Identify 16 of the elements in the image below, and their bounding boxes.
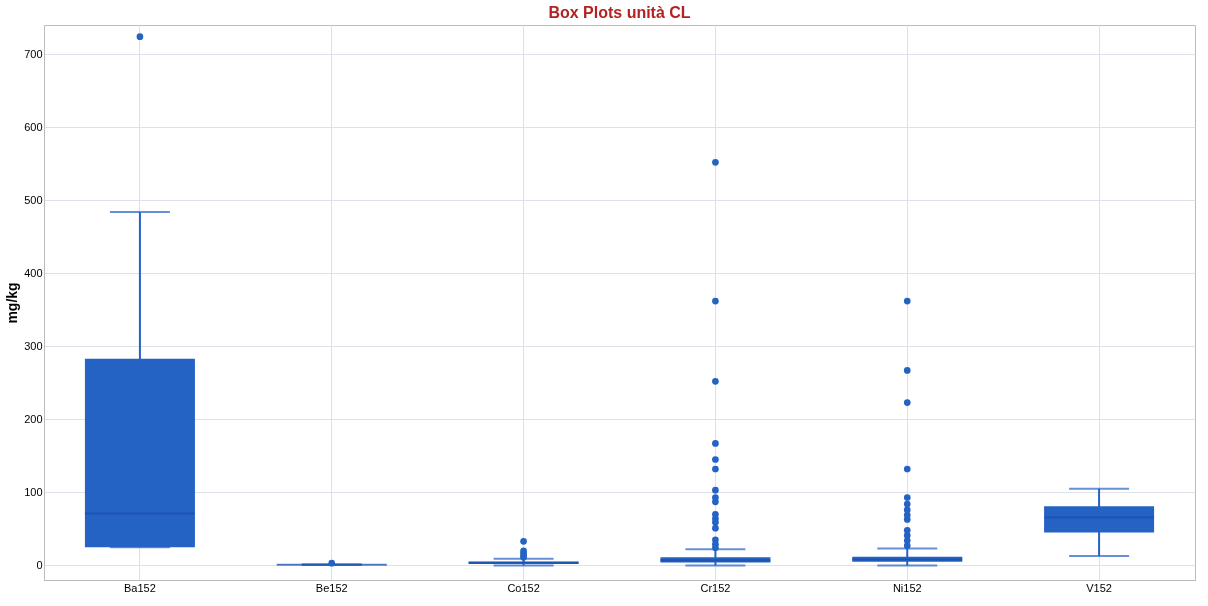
y-tick-label: 500 [24, 193, 43, 206]
y-tick-label: 100 [24, 485, 43, 498]
x-tick-label: Ba152 [124, 581, 156, 594]
y-axis-title: mg/kg [4, 282, 21, 324]
y-tick-label: 0 [36, 558, 43, 571]
x-tick-label: V152 [1086, 581, 1112, 594]
x-tick-label: Cr152 [700, 581, 731, 594]
y-tick-label: 200 [24, 412, 43, 425]
y-tick-label: 400 [24, 266, 43, 279]
y-tick-label: 300 [24, 339, 43, 352]
x-tick-label: Ni152 [892, 581, 922, 594]
x-tick-label: Be152 [315, 581, 348, 594]
y-tick-label: 600 [24, 120, 43, 133]
x-tick-label: Co152 [507, 581, 540, 594]
chart-title: Box Plots unità CL [548, 4, 691, 21]
y-tick-label: 700 [24, 47, 43, 60]
